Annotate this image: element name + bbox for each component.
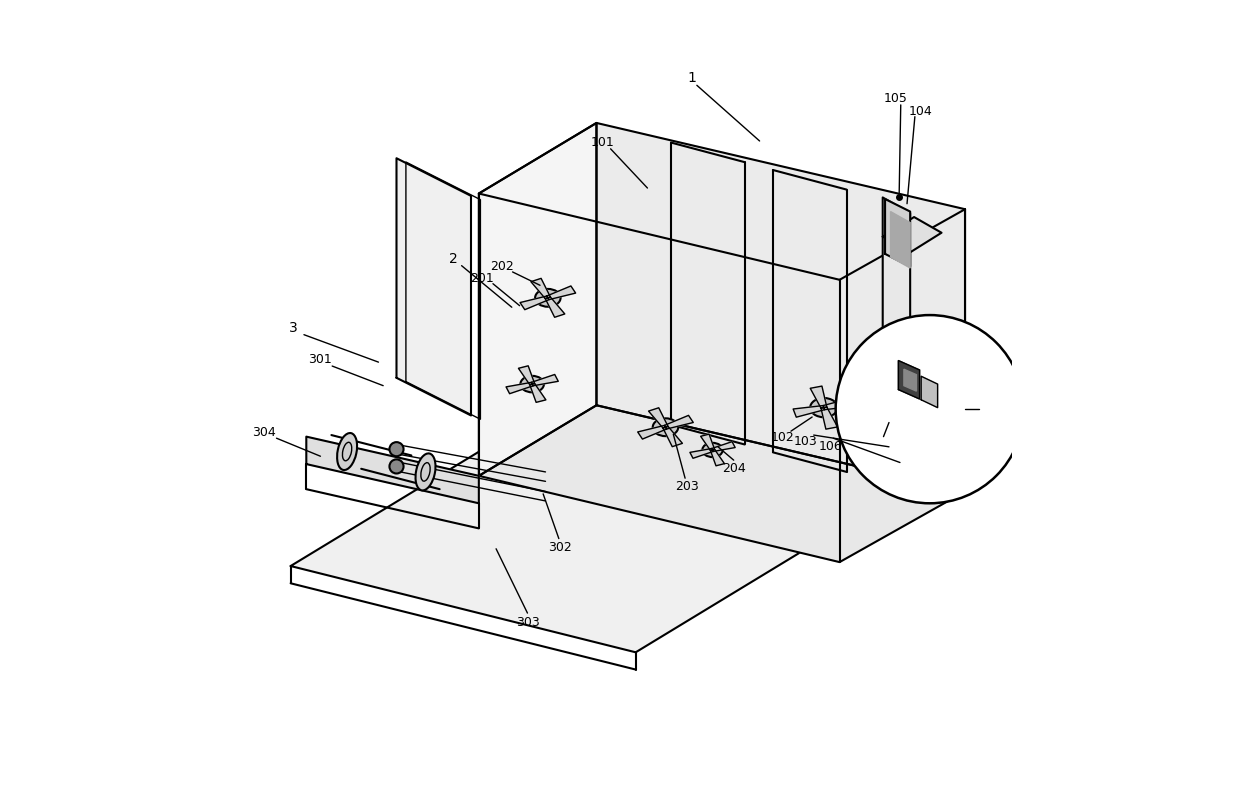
Text: 104: 104 [909,105,932,118]
Polygon shape [479,405,965,562]
Ellipse shape [702,443,723,457]
Polygon shape [479,123,596,476]
Text: 202: 202 [490,260,513,273]
Text: 2: 2 [449,253,458,266]
Polygon shape [823,398,854,410]
Polygon shape [921,376,937,408]
Polygon shape [649,408,668,428]
Text: 301: 301 [309,353,332,366]
Circle shape [880,438,898,456]
Text: 101: 101 [591,136,615,149]
Polygon shape [810,386,827,408]
Polygon shape [306,437,479,504]
Circle shape [836,315,1024,504]
Text: 3: 3 [289,321,298,335]
Polygon shape [665,416,693,429]
Polygon shape [518,366,534,385]
Text: 103: 103 [794,435,817,448]
Ellipse shape [810,398,838,417]
Circle shape [389,442,403,456]
Polygon shape [596,123,965,492]
Ellipse shape [536,289,560,307]
Circle shape [389,460,403,474]
Polygon shape [712,442,735,452]
Text: 204: 204 [722,462,745,475]
Polygon shape [904,369,916,391]
Polygon shape [689,449,713,458]
Polygon shape [546,297,564,317]
Text: A: A [982,402,992,416]
Text: 302: 302 [548,541,572,554]
Polygon shape [701,434,714,450]
Text: 1: 1 [688,72,697,85]
Polygon shape [529,383,546,402]
Polygon shape [520,296,549,309]
Text: 102: 102 [770,431,794,444]
Text: 203: 203 [675,479,698,493]
Polygon shape [531,279,551,298]
Ellipse shape [415,453,435,490]
Polygon shape [883,198,910,488]
Polygon shape [637,426,667,439]
Polygon shape [890,212,910,268]
Ellipse shape [652,419,678,436]
Polygon shape [883,217,941,253]
Polygon shape [531,375,558,386]
Polygon shape [397,158,471,416]
Ellipse shape [337,433,357,470]
Polygon shape [899,360,920,399]
Polygon shape [506,382,533,394]
Text: 201: 201 [470,272,494,285]
Text: 105: 105 [884,92,908,105]
Text: 304: 304 [252,427,275,439]
Text: 106: 106 [818,441,842,453]
Polygon shape [821,407,837,429]
Polygon shape [290,433,856,652]
Polygon shape [885,199,910,267]
Polygon shape [547,286,575,300]
Polygon shape [711,449,724,466]
Polygon shape [663,427,682,447]
Polygon shape [794,405,825,417]
Text: 303: 303 [516,616,539,629]
Ellipse shape [521,376,544,393]
